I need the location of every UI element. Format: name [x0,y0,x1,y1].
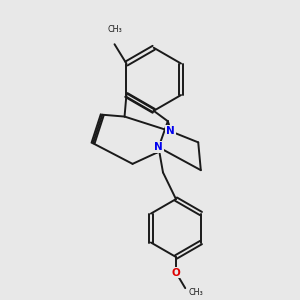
Text: O: O [172,268,180,278]
Text: N: N [154,142,163,152]
Text: CH₃: CH₃ [189,289,204,298]
Text: CH₃: CH₃ [108,25,123,34]
Text: N: N [166,126,175,136]
